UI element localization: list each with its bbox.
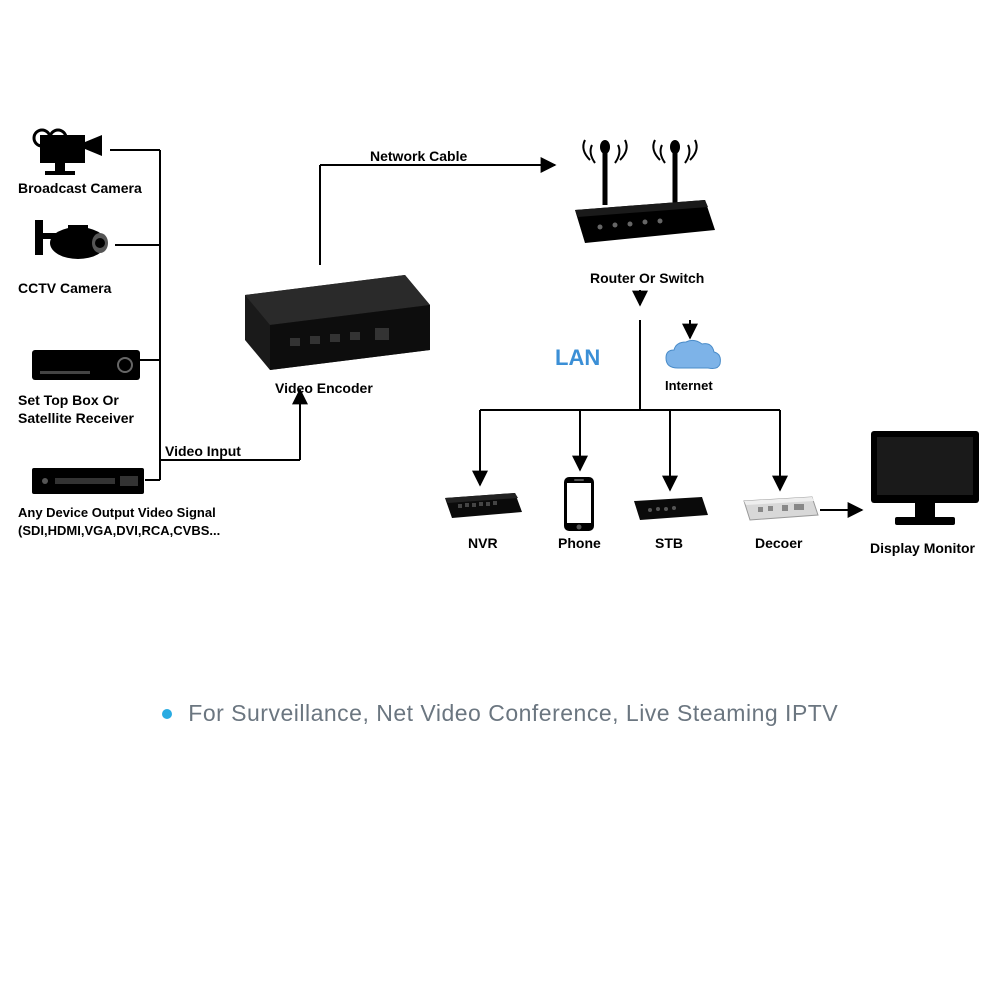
- router-label: Router Or Switch: [590, 270, 704, 286]
- footer-bullet: [162, 709, 172, 719]
- settop-box-icon: [30, 335, 145, 395]
- any-device-label1: Any Device Output Video Signal: [18, 505, 216, 520]
- footer: For Surveillance, Net Video Conference, …: [0, 700, 1000, 727]
- phone-label: Phone: [558, 535, 601, 551]
- lan-label: LAN: [555, 345, 600, 371]
- network-cable-label: Network Cable: [370, 148, 467, 164]
- router-icon: [560, 135, 720, 270]
- monitor-label: Display Monitor: [870, 540, 975, 556]
- decoder-icon: [740, 495, 822, 532]
- nvr-icon: [440, 490, 525, 533]
- settop-box-label2: Satellite Receiver: [18, 410, 134, 426]
- cctv-camera-icon: [30, 215, 120, 280]
- decoder-label: Decoer: [755, 535, 802, 551]
- broadcast-camera-icon: [30, 120, 110, 180]
- nvr-label: NVR: [468, 535, 498, 551]
- video-encoder-icon: [235, 260, 435, 380]
- video-input-label: Video Input: [165, 443, 241, 459]
- stb-label: STB: [655, 535, 683, 551]
- monitor-icon: [865, 425, 985, 540]
- any-device-label2: (SDI,HDMI,VGA,DVI,RCA,CVBS...: [18, 523, 220, 538]
- stb-icon: [630, 495, 712, 532]
- internet-label: Internet: [665, 378, 713, 393]
- any-device-icon: [30, 460, 150, 507]
- cctv-camera-label: CCTV Camera: [18, 280, 111, 296]
- video-encoder-label: Video Encoder: [275, 380, 373, 396]
- footer-text: For Surveillance, Net Video Conference, …: [188, 700, 838, 726]
- broadcast-camera-label: Broadcast Camera: [18, 180, 142, 196]
- phone-icon: [560, 475, 598, 538]
- settop-box-label1: Set Top Box Or: [18, 392, 119, 408]
